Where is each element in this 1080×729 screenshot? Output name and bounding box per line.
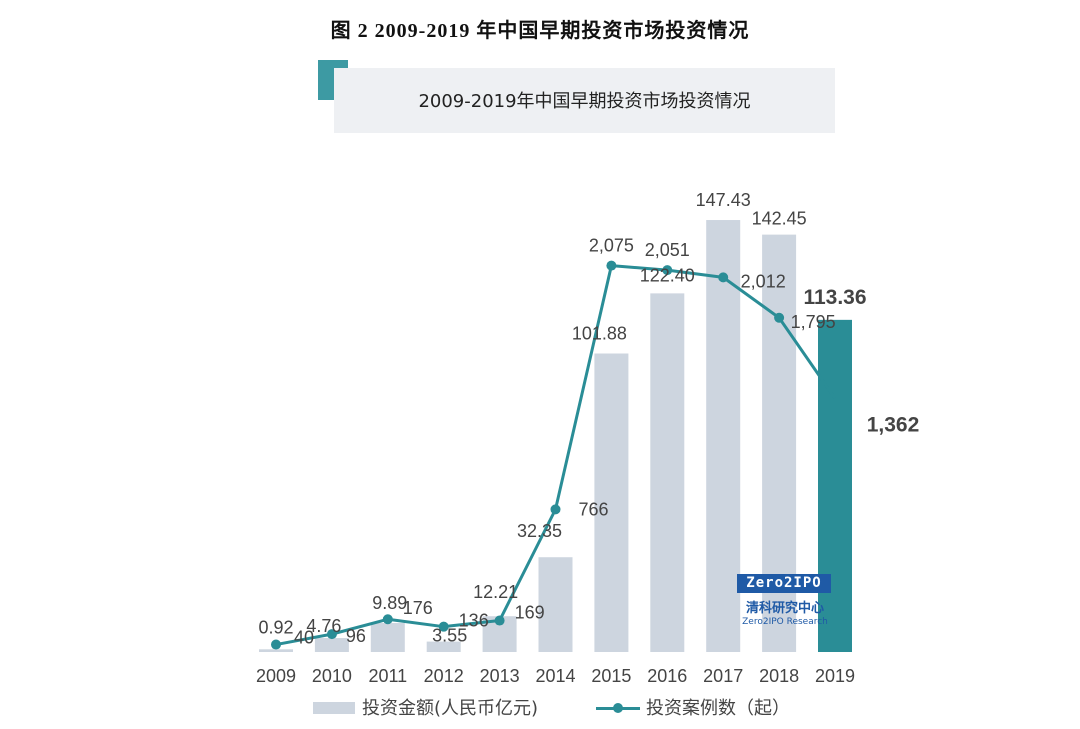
x-tick-2016: 2016 bbox=[647, 666, 687, 686]
bar-2011 bbox=[370, 623, 405, 652]
x-tick-2015: 2015 bbox=[591, 666, 631, 686]
line-label-2016: 2,051 bbox=[645, 240, 690, 260]
bar-2015 bbox=[594, 353, 629, 652]
x-tick-2014: 2014 bbox=[535, 666, 575, 686]
bar-label-2014: 32.35 bbox=[517, 521, 562, 541]
bar-2016 bbox=[650, 293, 685, 652]
bar-label-2011: 9.89 bbox=[372, 593, 407, 613]
line-label-2015: 2,075 bbox=[589, 236, 634, 256]
line-label-2009: 40 bbox=[294, 628, 314, 648]
chart-banner: 2009-2019年中国早期投资市场投资情况 bbox=[334, 68, 835, 133]
line-label-2014: 766 bbox=[578, 499, 608, 519]
legend-line-label: 投资案例数（起） bbox=[646, 698, 790, 719]
x-tick-2010: 2010 bbox=[312, 666, 352, 686]
line-label-2010: 96 bbox=[346, 626, 366, 646]
x-tick-2019: 2019 bbox=[815, 666, 855, 686]
bar-2019 bbox=[818, 319, 852, 652]
bar-label-2013: 12.21 bbox=[473, 582, 518, 602]
line-label-2012: 136 bbox=[459, 611, 489, 631]
zero2ipo-logo: Zero2IPO 清科研究中心 Zero2IPO Research bbox=[735, 570, 835, 632]
line-label-2013: 169 bbox=[515, 603, 545, 623]
line-point-2012 bbox=[438, 621, 449, 632]
line-point-2018 bbox=[774, 312, 785, 323]
line-point-2010 bbox=[326, 629, 337, 640]
x-tick-2013: 2013 bbox=[480, 666, 520, 686]
line-point-2015 bbox=[606, 260, 617, 271]
figure-title: 图 2 2009-2019 年中国早期投资市场投资情况 bbox=[330, 20, 750, 42]
line-point-2013 bbox=[494, 615, 505, 626]
x-tick-2012: 2012 bbox=[424, 666, 464, 686]
legend-bar-label: 投资金额(人民币亿元) bbox=[362, 698, 539, 719]
chart-legend: 投资金额(人民币亿元) 投资案例数（起） bbox=[0, 690, 1080, 720]
bar-2010 bbox=[314, 638, 349, 652]
bar-label-2016: 122.40 bbox=[640, 265, 695, 285]
bar-label-2018: 142.45 bbox=[752, 209, 807, 229]
chart-title: 2009-2019年中国早期投资市场投资情况 bbox=[418, 91, 751, 112]
logo-name-en: Zero2IPO Research bbox=[742, 617, 828, 627]
x-tick-2011: 2011 bbox=[368, 666, 407, 686]
x-tick-2009: 2009 bbox=[256, 666, 296, 686]
x-tick-2018: 2018 bbox=[759, 666, 799, 686]
bar-2009 bbox=[259, 649, 293, 652]
bar-2014 bbox=[538, 557, 573, 652]
bar-2017 bbox=[706, 220, 741, 653]
bar-label-2019: 113.36 bbox=[803, 286, 866, 309]
logo-brand: Zero2IPO bbox=[737, 574, 831, 593]
legend-line-marker bbox=[613, 703, 623, 713]
x-tick-2017: 2017 bbox=[703, 666, 743, 686]
line-label-2017: 2,012 bbox=[741, 271, 786, 291]
line-label-2018: 1,795 bbox=[791, 312, 836, 332]
line-point-2011 bbox=[382, 614, 393, 625]
bar-label-2009: 0.92 bbox=[258, 617, 293, 637]
line-point-2016 bbox=[662, 265, 673, 276]
logo-name-cn: 清科研究中心 bbox=[745, 601, 824, 616]
bar-label-2010: 4.76 bbox=[306, 616, 341, 636]
bar-label-2017: 147.43 bbox=[696, 190, 751, 210]
line-point-2017 bbox=[718, 272, 729, 283]
line-point-2014 bbox=[550, 504, 561, 515]
bar-label-2015: 101.88 bbox=[572, 323, 627, 343]
line-label-2019: 1,362 bbox=[867, 413, 920, 436]
line-label-2011: 176 bbox=[403, 598, 433, 618]
bar-2012 bbox=[426, 641, 461, 652]
line-point-2009 bbox=[271, 639, 281, 650]
bar-label-2012: 3.55 bbox=[432, 626, 467, 646]
legend-bar-swatch bbox=[313, 702, 355, 714]
